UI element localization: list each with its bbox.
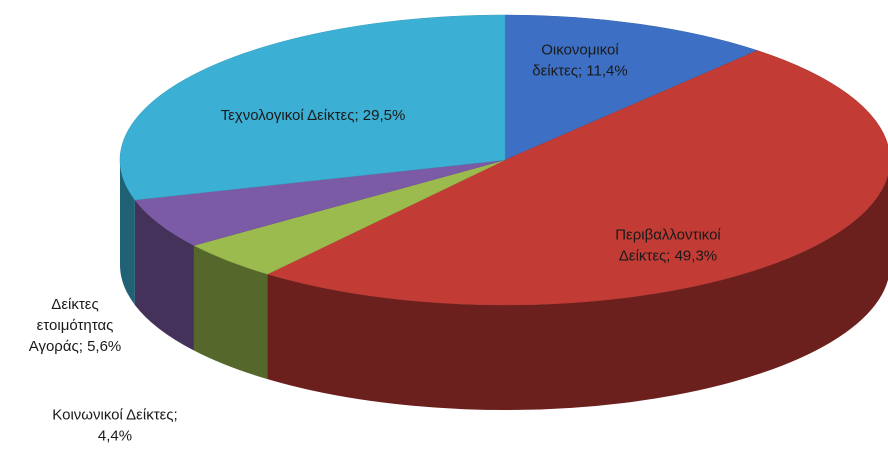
pie-side bbox=[193, 245, 268, 380]
label-line: Οικονομικοί bbox=[541, 42, 619, 59]
label-line: Δείκτες bbox=[51, 296, 98, 313]
label-line: Τεχνολογικοί Δείκτες; 29,5% bbox=[221, 107, 406, 124]
data-label: Δείκτες ετοιμότητας Αγοράς; 5,6% bbox=[29, 296, 122, 355]
label-line: ετοιμότητας bbox=[37, 317, 114, 334]
pie-side bbox=[267, 174, 888, 410]
label-line: Περιβαλλοντικοί bbox=[615, 227, 721, 244]
data-label: Περιβαλλοντικοί Δείκτες; 49,3% bbox=[615, 227, 721, 265]
data-label: Τεχνολογικοί Δείκτες; 29,5% bbox=[221, 107, 406, 124]
pie-slice bbox=[119, 14, 506, 201]
label-line: δείκτες; 11,4% bbox=[532, 63, 627, 80]
label-line: Δείκτες; 49,3% bbox=[619, 248, 717, 265]
pie-slice bbox=[266, 50, 888, 306]
label-line: Αγοράς; 5,6% bbox=[29, 338, 122, 355]
pie-side bbox=[134, 199, 194, 351]
data-label: Οικονομικοί δείκτες; 11,4% bbox=[532, 42, 627, 80]
data-label: Κοινωνικοί Δείκτες; 4,4% bbox=[52, 407, 177, 445]
pie-side bbox=[120, 160, 135, 305]
label-line: Κοινωνικοί Δείκτες; bbox=[52, 407, 177, 424]
pie-slice bbox=[134, 159, 506, 246]
pie-slice bbox=[504, 14, 759, 161]
label-line: 4,4% bbox=[98, 428, 132, 445]
